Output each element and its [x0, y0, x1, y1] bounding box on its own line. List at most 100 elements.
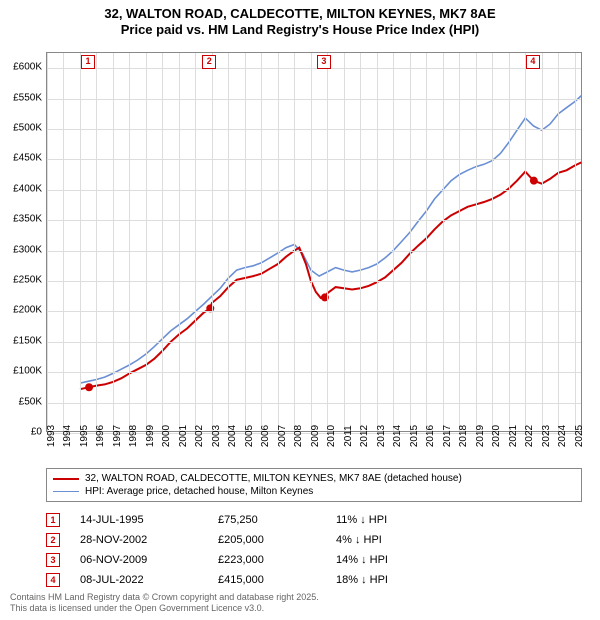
x-tick-label: 1999	[145, 425, 156, 447]
gridline-h	[47, 342, 581, 343]
y-tick-label: £550K	[0, 92, 42, 103]
gridline-v	[327, 53, 328, 431]
x-tick-label: 2000	[161, 425, 172, 447]
gridline-v	[360, 53, 361, 431]
sales-index-box: 3	[46, 553, 60, 567]
sales-row: 306-NOV-2009£223,00014% ↓ HPI	[46, 550, 582, 570]
x-tick-label: 1997	[112, 425, 123, 447]
gridline-v	[542, 53, 543, 431]
x-tick-label: 2002	[194, 425, 205, 447]
x-tick-label: 2015	[409, 425, 420, 447]
plot-area	[46, 52, 582, 432]
y-tick-label: £400K	[0, 183, 42, 194]
sales-price: £223,000	[218, 554, 328, 566]
legend-row: 32, WALTON ROAD, CALDECOTTE, MILTON KEYN…	[53, 472, 575, 485]
x-tick-label: 2011	[343, 425, 354, 447]
gridline-v	[393, 53, 394, 431]
x-tick-label: 2022	[524, 425, 535, 447]
x-tick-label: 2024	[557, 425, 568, 447]
legend-row: HPI: Average price, detached house, Milt…	[53, 485, 575, 498]
x-tick-label: 1998	[128, 425, 139, 447]
x-tick-label: 2006	[260, 425, 271, 447]
y-tick-label: £350K	[0, 214, 42, 225]
series-hpi	[80, 96, 581, 384]
gridline-v	[426, 53, 427, 431]
y-tick-label: £50K	[0, 396, 42, 407]
gridline-v	[509, 53, 510, 431]
gridline-v	[96, 53, 97, 431]
sales-table: 114-JUL-1995£75,25011% ↓ HPI228-NOV-2002…	[46, 510, 582, 590]
gridline-v	[558, 53, 559, 431]
gridline-v	[179, 53, 180, 431]
y-tick-label: £450K	[0, 153, 42, 164]
sales-index-box: 4	[46, 573, 60, 587]
legend-swatch-hpi	[53, 491, 79, 492]
x-tick-label: 2021	[508, 425, 519, 447]
legend: 32, WALTON ROAD, CALDECOTTE, MILTON KEYN…	[46, 468, 582, 502]
gridline-v	[476, 53, 477, 431]
x-tick-label: 2018	[458, 425, 469, 447]
legend-swatch-price-paid	[53, 478, 79, 480]
y-tick-label: £200K	[0, 305, 42, 316]
sales-date: 14-JUL-1995	[80, 514, 210, 526]
y-tick-label: £300K	[0, 244, 42, 255]
sales-index-box: 1	[46, 513, 60, 527]
gridline-h	[47, 372, 581, 373]
gridline-v	[459, 53, 460, 431]
sales-diff: 14% ↓ HPI	[336, 554, 456, 566]
sales-price: £415,000	[218, 574, 328, 586]
x-tick-label: 2025	[574, 425, 585, 447]
sales-date: 28-NOV-2002	[80, 534, 210, 546]
gridline-v	[228, 53, 229, 431]
y-tick-label: £100K	[0, 366, 42, 377]
x-tick-label: 1996	[95, 425, 106, 447]
gridline-v	[63, 53, 64, 431]
x-tick-label: 2008	[293, 425, 304, 447]
sales-index-box: 2	[46, 533, 60, 547]
line-svg	[47, 53, 581, 431]
sale-marker-dot	[530, 177, 538, 185]
gridline-v	[146, 53, 147, 431]
x-tick-label: 2013	[376, 425, 387, 447]
sales-diff: 18% ↓ HPI	[336, 574, 456, 586]
attribution: Contains HM Land Registry data © Crown c…	[10, 592, 319, 615]
x-tick-label: 2001	[178, 425, 189, 447]
gridline-v	[129, 53, 130, 431]
sale-marker-dot	[85, 383, 93, 391]
x-tick-label: 2023	[541, 425, 552, 447]
title-address: 32, WALTON ROAD, CALDECOTTE, MILTON KEYN…	[0, 6, 600, 22]
gridline-h	[47, 159, 581, 160]
gridline-v	[278, 53, 279, 431]
x-tick-label: 2012	[359, 425, 370, 447]
y-tick-label: £0	[0, 427, 42, 438]
x-tick-label: 2014	[392, 425, 403, 447]
gridline-h	[47, 68, 581, 69]
title-block: 32, WALTON ROAD, CALDECOTTE, MILTON KEYN…	[0, 0, 600, 41]
sales-diff: 11% ↓ HPI	[336, 514, 456, 526]
x-tick-label: 2016	[425, 425, 436, 447]
attribution-line: Contains HM Land Registry data © Crown c…	[10, 592, 319, 603]
y-tick-label: £600K	[0, 62, 42, 73]
y-tick-label: £500K	[0, 123, 42, 134]
chart-container: 32, WALTON ROAD, CALDECOTTE, MILTON KEYN…	[0, 0, 600, 620]
legend-label: HPI: Average price, detached house, Milt…	[85, 486, 313, 497]
gridline-h	[47, 129, 581, 130]
gridline-h	[47, 190, 581, 191]
x-tick-label: 2017	[442, 425, 453, 447]
x-tick-label: 1993	[46, 425, 57, 447]
x-tick-label: 1994	[62, 425, 73, 447]
x-tick-label: 2005	[244, 425, 255, 447]
sales-price: £205,000	[218, 534, 328, 546]
x-tick-label: 1995	[79, 425, 90, 447]
gridline-h	[47, 251, 581, 252]
gridline-v	[575, 53, 576, 431]
sales-row: 408-JUL-2022£415,00018% ↓ HPI	[46, 570, 582, 590]
gridline-v	[195, 53, 196, 431]
title-subtitle: Price paid vs. HM Land Registry's House …	[0, 22, 600, 38]
gridline-v	[377, 53, 378, 431]
gridline-v	[212, 53, 213, 431]
sale-marker-label: 2	[202, 55, 216, 69]
x-tick-label: 2004	[227, 425, 238, 447]
gridline-h	[47, 281, 581, 282]
sale-marker-label: 4	[526, 55, 540, 69]
